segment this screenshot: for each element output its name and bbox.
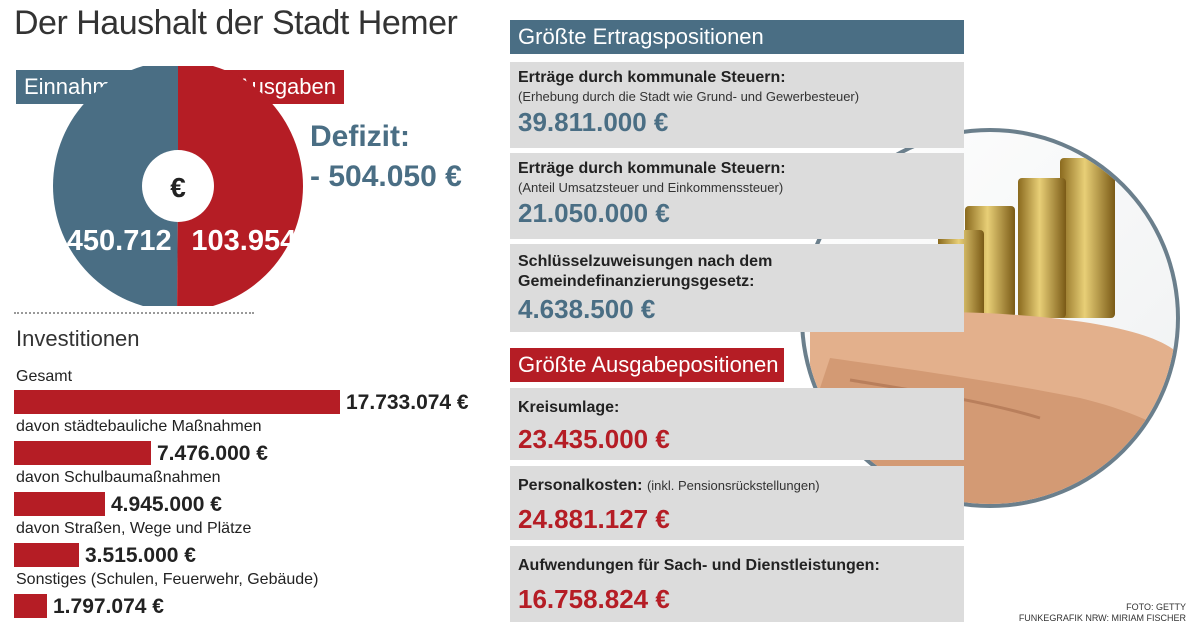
- position-title: Schlüsselzuweisungen nach dem Gemeindefi…: [518, 253, 773, 290]
- investment-value: 7.476.000 €: [157, 442, 268, 465]
- income-value: 103.450.712: [16, 225, 172, 257]
- deficit-value: - 504.050 €: [310, 160, 462, 193]
- investment-label: Gesamt: [16, 368, 73, 385]
- investment-bar: [14, 492, 105, 516]
- investment-bar: [14, 543, 79, 567]
- position-value: 16.758.824 €: [518, 584, 670, 614]
- graphic-credit: FUNKEGRAFIK NRW: MIRIAM FISCHER: [1018, 613, 1186, 623]
- expense-position-box: Aufwendungen für Sach- und Dienstleistun…: [510, 546, 964, 622]
- expense-position-box: Kreisumlage: 23.435.000 €: [510, 388, 964, 460]
- page-title: Der Haushalt der Stadt Hemer: [14, 4, 458, 42]
- position-note: (inkl. Pensionsrückstellungen): [646, 478, 820, 493]
- position-title: Erträge durch kommunale Steuern:: [518, 69, 786, 86]
- expense-half: [177, 66, 303, 306]
- investment-value: 17.733.074 €: [346, 391, 469, 414]
- investment-value: 4.945.000 €: [111, 493, 222, 516]
- euro-icon: €: [170, 172, 186, 203]
- position-title: Aufwendungen für Sach- und Dienstleistun…: [518, 557, 880, 574]
- photo-credit: FOTO: GETTY: [1126, 602, 1186, 612]
- investment-label: davon Schulbaumaßnahmen: [16, 469, 221, 486]
- pie-center-hole: [142, 150, 214, 222]
- position-value: 24.881.127 €: [518, 504, 670, 534]
- position-value: 23.435.000 €: [518, 424, 670, 454]
- investment-value: 1.797.074 €: [53, 595, 164, 618]
- budget-pie-chart: € 103.450.712 103.954762: [16, 66, 345, 306]
- investment-bar: [14, 390, 340, 414]
- investment-label: davon Straßen, Wege und Plätze: [16, 520, 252, 537]
- position-title: Personalkosten:: [518, 477, 643, 494]
- investment-label: Sonstiges (Schulen, Feuerwehr, Gebäude): [16, 571, 319, 588]
- expense-position-box: Personalkosten: (inkl. Pensionsrückstell…: [510, 466, 964, 540]
- position-value: 21.050.000 €: [518, 198, 670, 228]
- expense-value: 103.954762: [191, 225, 344, 257]
- position-title: Erträge durch kommunale Steuern:: [518, 160, 786, 177]
- income-position-box: Schlüsselzuweisungen nach dem Gemeindefi…: [510, 244, 964, 332]
- investments-title: Investitionen: [16, 326, 140, 351]
- income-positions-header: Größte Ertragspositionen: [510, 20, 964, 54]
- investment-value: 3.515.000 €: [85, 544, 196, 567]
- income-position-box: Erträge durch kommunale Steuern: (Anteil…: [510, 153, 964, 239]
- income-half: [53, 66, 178, 306]
- position-note: (Erhebung durch die Stadt wie Grund- und…: [518, 89, 860, 104]
- position-value: 39.811.000 €: [518, 107, 669, 137]
- position-title: Kreisumlage:: [518, 399, 620, 416]
- investment-bar: [14, 441, 151, 465]
- divider: [14, 312, 254, 314]
- position-value: 4.638.500 €: [518, 294, 656, 324]
- expense-positions-header: Größte Ausgabepositionen: [510, 348, 784, 382]
- income-position-box: Erträge durch kommunale Steuern: (Erhebu…: [510, 62, 964, 148]
- investment-label: davon städtebauliche Maßnahmen: [16, 418, 262, 435]
- investment-bar: [14, 594, 47, 618]
- position-note: (Anteil Umsatzsteuer und Einkommenssteue…: [518, 180, 784, 195]
- deficit-label: Defizit:: [310, 120, 410, 153]
